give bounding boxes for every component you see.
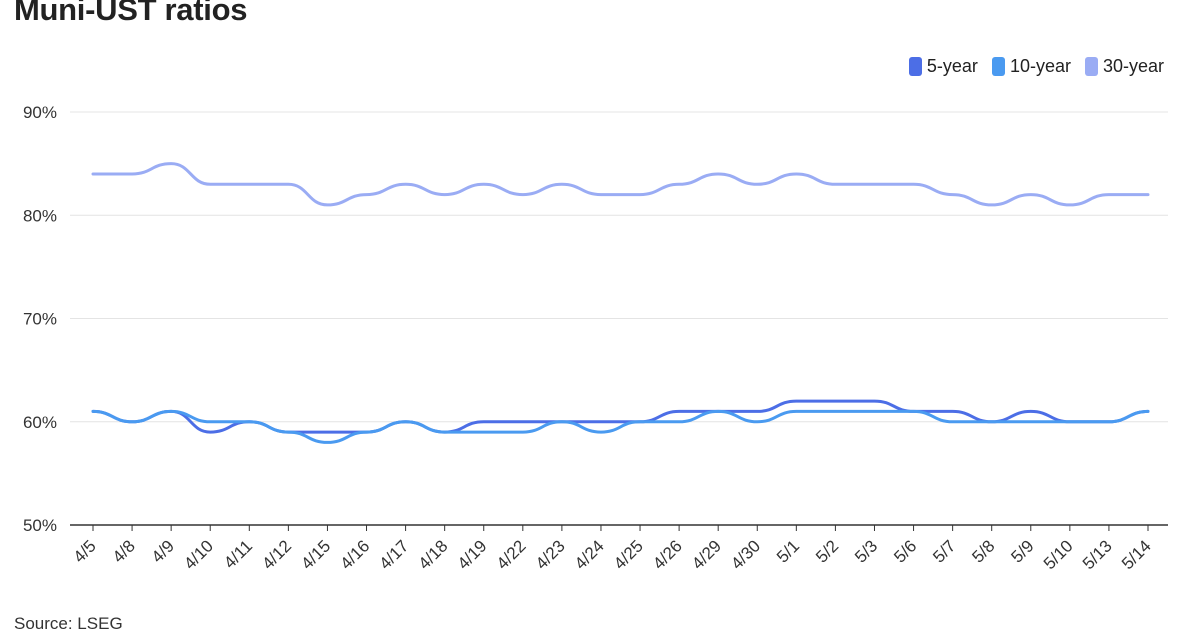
x-tick-label: 5/7	[929, 536, 959, 566]
series-line-30-year	[91, 162, 1150, 207]
legend-item-10-year[interactable]: 10-year	[991, 56, 1071, 77]
x-tick-label: 4/17	[376, 536, 413, 573]
legend-item-30-year[interactable]: 30-year	[1084, 56, 1164, 77]
x-tick-label: 4/18	[415, 536, 452, 573]
x-tick-label: 5/1	[773, 536, 803, 566]
x-tick-label: 5/3	[851, 536, 881, 566]
x-tick-label: 4/10	[180, 536, 217, 573]
x-tick-label: 4/24	[571, 536, 608, 573]
x-tick-label: 5/9	[1007, 536, 1037, 566]
legend-item-5-year[interactable]: 5-year	[908, 56, 978, 77]
x-tick-label: 5/10	[1040, 536, 1077, 573]
legend-swatch	[991, 57, 1005, 76]
y-tick-label: 90%	[23, 103, 57, 122]
source-note: Source: LSEG	[14, 614, 123, 633]
x-tick-label: 4/25	[610, 536, 647, 573]
x-tick-label: 4/22	[493, 536, 530, 573]
x-tick-label: 4/29	[688, 536, 725, 573]
x-tick-label: 4/15	[297, 536, 334, 573]
y-tick-label: 80%	[23, 206, 57, 225]
x-tick-label: 5/6	[890, 536, 920, 566]
chart-title: Muni-UST ratios	[14, 0, 248, 27]
x-tick-label: 4/23	[532, 536, 569, 573]
series-line-10-year	[91, 409, 1150, 444]
legend-swatch	[1084, 57, 1098, 76]
x-tick-label: 4/9	[148, 536, 178, 566]
x-tick-label: 4/16	[337, 536, 374, 573]
legend-label: 5-year	[926, 56, 978, 76]
x-tick-label: 5/2	[812, 536, 842, 566]
x-tick-label: 4/30	[727, 536, 764, 573]
x-tick-label: 4/19	[454, 536, 491, 573]
x-tick-label: 5/13	[1079, 536, 1116, 573]
x-tick-label: 5/8	[968, 536, 998, 566]
y-tick-label: 60%	[23, 413, 57, 432]
legend-label: 30-year	[1102, 56, 1164, 76]
legend-swatch	[908, 57, 922, 76]
y-tick-label: 50%	[23, 516, 57, 535]
y-tick-label: 70%	[23, 310, 57, 329]
x-tick-label: 4/11	[220, 536, 256, 572]
x-tick-label: 4/5	[70, 536, 100, 566]
x-tick-label: 4/8	[109, 536, 139, 566]
x-tick-label: 4/12	[258, 536, 295, 573]
legend-label: 10-year	[1009, 56, 1071, 76]
x-tick-label: 4/26	[649, 536, 686, 573]
chart-legend: 5-year 10-year 30-year	[908, 56, 1164, 77]
x-tick-label: 5/14	[1118, 536, 1155, 573]
